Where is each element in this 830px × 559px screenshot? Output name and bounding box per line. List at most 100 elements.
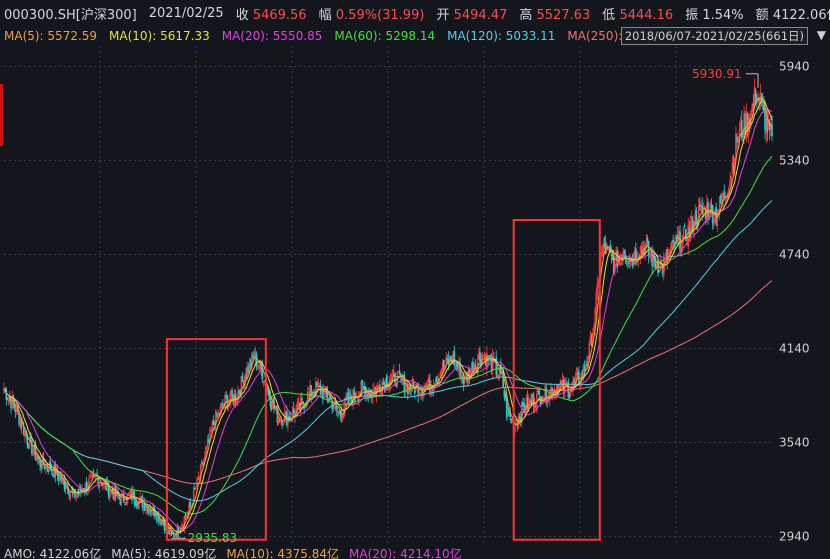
- ma10-legend: MA(10): 5617.33: [109, 29, 210, 43]
- highlight-box-1: [165, 338, 267, 541]
- candle-body: [173, 534, 175, 538]
- candle-body: [771, 123, 773, 137]
- high-field: 高 5527.63: [519, 7, 591, 23]
- candle-body: [683, 225, 686, 228]
- candle-body: [292, 407, 295, 414]
- candle-body: [212, 420, 215, 425]
- candle-body: [310, 385, 312, 397]
- candle-body: [729, 179, 731, 186]
- candle-body: [360, 381, 363, 391]
- candle-body: [317, 382, 319, 385]
- candle-body: [410, 389, 413, 392]
- candle-body: [427, 377, 430, 383]
- candle-body: [208, 439, 210, 442]
- candle-body: [35, 457, 38, 460]
- candle-body: [398, 370, 401, 375]
- candle-body: [538, 390, 541, 395]
- candle-body: [29, 436, 32, 439]
- ma5-line: [3, 97, 773, 536]
- candle-body: [31, 439, 33, 455]
- quote-date: 2021/02/25: [148, 5, 224, 21]
- candlestick-chart[interactable]: 2940 3540 4140 4740 5340 5940 5930.91 2935.83: [0, 0, 830, 546]
- y-tick-label: 4740: [779, 247, 810, 261]
- candle-body: [238, 390, 240, 394]
- candle-body: [262, 381, 265, 384]
- amplitude-field: 振 1.54%: [685, 7, 744, 23]
- candle-body: [386, 375, 388, 388]
- candle-body: [489, 354, 492, 358]
- candle-body: [610, 254, 613, 256]
- candle-body: [545, 387, 548, 403]
- candle-body: [702, 210, 705, 215]
- candle-body: [231, 390, 233, 396]
- candle-body: [361, 380, 364, 385]
- amo-ma20: MA(20): 4214.10亿: [349, 546, 462, 559]
- candle-body: [206, 439, 209, 445]
- candle-body: [596, 282, 599, 294]
- candle-body: [241, 375, 244, 382]
- candle-body: [102, 484, 104, 487]
- candle-body: [205, 445, 208, 453]
- candle-body: [754, 90, 757, 102]
- candle-body: [430, 385, 432, 395]
- candle-body: [256, 365, 259, 368]
- candle-body: [13, 403, 16, 408]
- candle-body: [479, 352, 481, 362]
- date-range-selector[interactable]: 2018/06/07-2021/02/25(661日): [620, 27, 808, 45]
- candle-body: [658, 270, 660, 273]
- open-field: 开 5494.47: [436, 7, 508, 23]
- candle-body: [276, 407, 279, 423]
- candle-body: [109, 492, 111, 499]
- ma60-line: [3, 156, 773, 515]
- candle-body: [403, 373, 406, 393]
- candle-body: [28, 436, 31, 448]
- candle-body: [18, 413, 20, 425]
- candle-body: [26, 437, 29, 445]
- candle-body: [382, 381, 385, 384]
- candle-body: [595, 292, 598, 309]
- candle-body: [679, 231, 681, 252]
- candle-body: [195, 487, 197, 490]
- candle-body: [528, 399, 530, 408]
- candle-body: [204, 451, 207, 459]
- candle-body: [92, 474, 95, 476]
- candle-body: [720, 195, 722, 203]
- candle-body: [107, 483, 110, 497]
- high-annotation: 5930.91: [692, 67, 742, 81]
- candle-body: [196, 477, 198, 487]
- candle-body: [98, 481, 101, 488]
- ma120-legend: MA(120): 5033.11: [447, 29, 556, 43]
- candle-body: [190, 505, 193, 508]
- candle-body: [585, 365, 587, 368]
- candle-body: [95, 475, 97, 479]
- ma120-line: [3, 200, 773, 502]
- candle-body: [761, 101, 764, 104]
- candle-body: [89, 477, 91, 479]
- candle-body: [756, 101, 758, 104]
- dropdown-arrow-icon[interactable]: ▼: [816, 28, 826, 42]
- stock-code[interactable]: 000300.SH[沪深300]: [4, 7, 137, 23]
- change-field: 幅 0.59%(31.99): [318, 7, 425, 23]
- ma20-line: [3, 109, 773, 530]
- candle-body: [593, 325, 595, 332]
- y-tick-label: 2940: [779, 530, 810, 544]
- candle-body: [707, 201, 709, 218]
- candle-body: [474, 364, 477, 368]
- ma20-legend: MA(20): 5550.85: [221, 29, 323, 43]
- candle-body: [282, 422, 285, 426]
- candle-body: [568, 394, 571, 397]
- candle-body: [523, 403, 525, 412]
- candle-body: [297, 401, 300, 404]
- close-field: 收 5469.56: [235, 7, 307, 23]
- candle-body: [718, 196, 721, 214]
- amo-ma5: MA(5): 4619.09亿: [111, 546, 217, 559]
- candle-body: [443, 359, 445, 368]
- candle-body: [602, 243, 605, 255]
- candle-body: [695, 210, 698, 226]
- candle-body: [521, 402, 523, 423]
- candle-body: [255, 353, 258, 367]
- candle-body: [150, 511, 153, 515]
- candle-body: [91, 474, 94, 478]
- candle-body: [138, 499, 140, 509]
